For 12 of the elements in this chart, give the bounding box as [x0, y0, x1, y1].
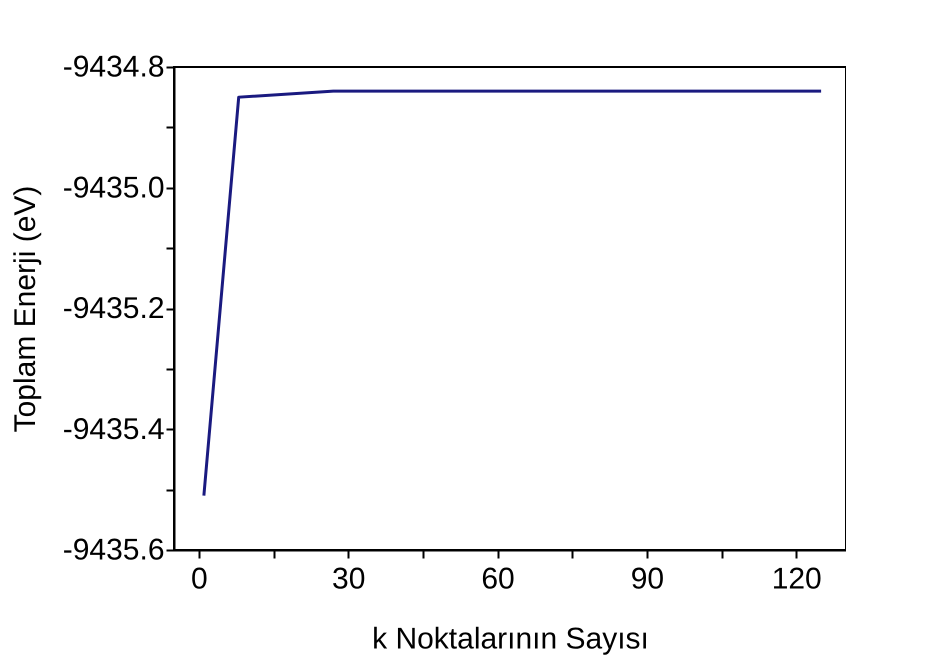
- x-tick-label: 120: [772, 562, 822, 596]
- y-tick-label: -9435.4: [62, 412, 164, 446]
- y-tick-label: -9435.6: [62, 534, 164, 566]
- x-tick-label: 90: [630, 562, 664, 596]
- y-axis-title: Toplam Enerji (eV): [8, 186, 42, 432]
- x-tick-label: 30: [332, 562, 366, 596]
- y-tick-label: -9434.8: [62, 50, 164, 84]
- x-tick-label: 0: [191, 562, 208, 596]
- x-tick-label: 60: [481, 562, 515, 596]
- x-axis-title: k Noktalarının Sayısı: [372, 622, 649, 656]
- y-tick-label: -9435.2: [62, 292, 164, 325]
- y-tick-label: -9435.0: [62, 171, 164, 204]
